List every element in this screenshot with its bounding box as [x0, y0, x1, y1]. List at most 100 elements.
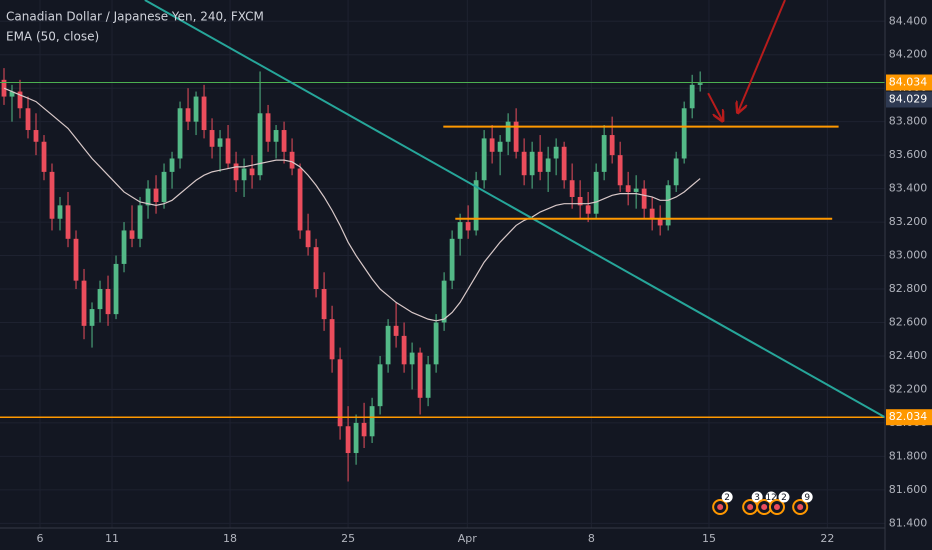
candle-body — [265, 113, 271, 142]
candle-body — [97, 289, 103, 310]
candle-body — [665, 185, 671, 226]
price-label: 84.029 — [889, 93, 928, 106]
candle-body — [457, 222, 463, 239]
candle-body — [401, 335, 407, 365]
candle-body — [681, 108, 687, 159]
candle-body — [473, 180, 479, 231]
y-tick-label: 82.800 — [889, 282, 928, 295]
candle-body — [41, 141, 47, 172]
candle-body — [129, 230, 135, 239]
x-tick-label: 25 — [341, 532, 355, 545]
y-tick-label: 83.200 — [889, 215, 928, 228]
event-dot — [761, 504, 768, 510]
candle-body — [33, 130, 39, 142]
y-tick-label: 82.600 — [889, 315, 928, 328]
candle-body — [273, 130, 279, 142]
event-count: 2 — [724, 493, 730, 503]
event-count: 2 — [781, 493, 787, 503]
candle-body — [641, 188, 647, 209]
chart-title: Canadian Dollar / Japanese Yen, 240, FXC… — [6, 10, 264, 24]
y-tick-label: 83.800 — [889, 115, 928, 128]
y-tick-label: 84.200 — [889, 48, 928, 61]
candle-body — [177, 108, 183, 159]
candle-body — [361, 422, 367, 437]
candle-body — [585, 205, 591, 214]
candle-body — [593, 171, 599, 214]
candle-body — [617, 155, 623, 186]
x-tick-label: 11 — [105, 532, 119, 545]
candle-body — [225, 138, 231, 164]
x-tick-label: 22 — [820, 532, 834, 545]
candle-body — [281, 130, 287, 152]
candle-body — [609, 135, 615, 156]
candle-body — [377, 364, 383, 407]
candle-body — [57, 205, 63, 219]
candle-body — [105, 289, 111, 315]
candle-body — [425, 364, 431, 398]
y-tick-label: 82.200 — [889, 382, 928, 395]
y-tick-label: 84.400 — [889, 14, 928, 27]
candle-body — [145, 188, 151, 206]
candle-body — [385, 325, 391, 365]
candle-body — [689, 84, 695, 109]
y-tick-label: 83.000 — [889, 249, 928, 262]
candle-body — [209, 130, 215, 147]
event-count: 3 — [754, 493, 760, 503]
candle-body — [73, 238, 79, 281]
candle-body — [353, 422, 359, 454]
candle-body — [505, 121, 511, 142]
candle-body — [633, 188, 639, 192]
candle-body — [433, 322, 439, 365]
x-tick-label: 15 — [702, 532, 716, 545]
candle-body — [17, 91, 23, 109]
candle-body — [513, 121, 519, 152]
candle-body — [161, 171, 167, 202]
price-label: 84.034 — [889, 76, 928, 89]
candle-body — [193, 96, 199, 122]
candle-body — [169, 158, 175, 172]
event-dot — [747, 504, 754, 510]
candle-body — [249, 168, 255, 176]
candle-body — [121, 230, 127, 264]
event-dot — [773, 504, 780, 510]
x-tick-label: 18 — [223, 532, 237, 545]
event-badge — [801, 491, 813, 503]
x-tick-label: 6 — [37, 532, 44, 545]
price-label: 82.034 — [889, 410, 928, 423]
candle-body — [321, 289, 327, 320]
candle-body — [409, 352, 415, 365]
event-dot — [797, 504, 804, 510]
event-badge — [751, 491, 763, 503]
arrow — [738, 0, 786, 112]
candle-body — [369, 406, 375, 437]
candle-body — [313, 247, 319, 290]
candle-body — [601, 135, 607, 172]
candle-body — [9, 91, 15, 97]
candle-body — [241, 168, 247, 181]
candle-body — [441, 280, 447, 323]
y-tick-label: 81.600 — [889, 483, 928, 496]
candle-body — [553, 146, 559, 159]
chart-subtitle: EMA (50, close) — [6, 30, 99, 44]
y-tick-label: 83.400 — [889, 182, 928, 195]
candle-body — [297, 168, 303, 231]
candle-body — [489, 138, 495, 152]
candle-body — [481, 138, 487, 181]
candle-body — [81, 280, 87, 326]
candle-body — [337, 359, 343, 427]
y-tick-label: 82.400 — [889, 349, 928, 362]
y-tick-label: 81.400 — [889, 516, 928, 529]
candle-body — [465, 222, 471, 231]
ema-line — [3, 87, 701, 322]
y-tick-label: 83.600 — [889, 148, 928, 161]
candle-body — [233, 163, 239, 181]
x-tick-label: 8 — [588, 532, 595, 545]
y-tick-label: 81.800 — [889, 449, 928, 462]
candle-body — [113, 263, 119, 315]
candle-body — [137, 205, 143, 239]
candle-body — [529, 151, 535, 176]
candle-body — [521, 151, 527, 176]
candle-body — [537, 151, 543, 172]
candle-body — [417, 352, 423, 398]
